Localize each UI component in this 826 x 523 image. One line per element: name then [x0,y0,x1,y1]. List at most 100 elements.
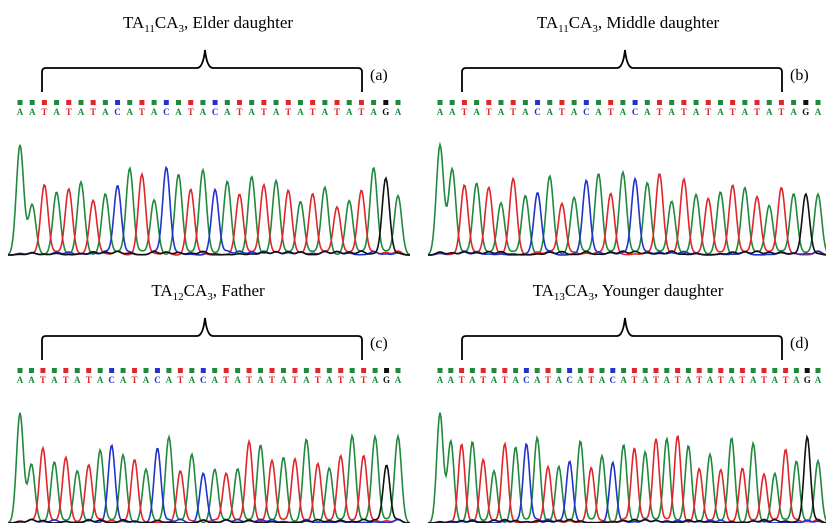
base-letter: A [143,375,150,385]
base-letter: A [512,375,519,385]
base-letter: T [653,375,659,385]
title-text: , Middle daughter [598,13,720,32]
base-marker [783,368,788,373]
title-text: , Younger daughter [594,281,724,300]
base-letter: T [139,107,145,117]
base-marker [772,368,777,373]
base-letter: T [754,107,760,117]
base-marker [188,100,193,105]
base-marker [794,368,799,373]
title-text: CA [569,13,593,32]
base-marker [697,368,702,373]
base-letter: A [200,107,207,117]
base-letter: C [566,375,573,385]
base-letter: A [448,375,455,385]
base-letter: T [461,107,467,117]
base-marker [350,368,355,373]
base-marker [502,368,507,373]
base-letter: A [815,107,822,117]
base-marker [578,368,583,373]
base-marker [816,100,821,105]
base-marker [139,100,144,105]
base-letter: T [486,107,492,117]
base-marker [384,368,389,373]
title-text: CA [155,13,179,32]
panel: TA11CA3, Middle daughter(b)AATATATACATAC… [428,13,826,255]
base-letter: T [588,375,594,385]
base-marker [298,100,303,105]
base-letter: A [17,107,24,117]
base-letter: A [395,107,402,117]
base-marker [486,100,491,105]
base-marker [572,100,577,105]
base-marker [224,368,229,373]
base-marker [52,368,57,373]
base-letter: A [322,107,329,117]
base-letter: T [246,375,252,385]
base-marker [98,368,103,373]
base-marker [127,100,132,105]
base-letter: C [632,107,639,117]
base-marker [383,100,388,105]
base-marker [654,368,659,373]
base-marker [589,368,594,373]
figure: TA11CA3, Elder daughter(a)AATATATACATACA… [0,0,826,523]
base-letter: A [546,107,553,117]
base-letter: C [212,107,219,117]
base-marker [225,100,230,105]
base-marker [481,368,486,373]
base-marker [274,100,279,105]
base-marker [189,368,194,373]
base-marker [371,100,376,105]
base-marker [109,368,114,373]
base-letter: A [372,375,379,385]
brace [462,50,782,92]
base-letter: A [437,375,444,385]
base-letter: A [693,107,700,117]
base-marker [556,368,561,373]
base-marker [664,368,669,373]
panel: TA12CA3, Father(c)AATATATACATACATACATATA… [8,281,410,523]
base-letter: A [685,375,692,385]
panel-label: (d) [790,335,809,352]
base-marker [396,100,401,105]
base-letter: C [610,375,617,385]
base-marker [164,100,169,105]
base-marker [535,368,540,373]
base-letter: A [51,375,58,385]
panel-title: TA11CA3, Middle daughter [537,13,720,35]
base-letter: T [310,107,316,117]
base-letter: A [224,107,231,117]
base-marker [686,368,691,373]
base-marker [608,100,613,105]
base-letter: C [200,375,207,385]
panel-label: (c) [370,335,388,352]
base-letter: T [761,375,767,385]
base-marker [78,100,83,105]
base-marker [347,100,352,105]
base-letter: T [559,107,565,117]
base-marker [620,100,625,105]
base-letter: C [583,107,590,117]
base-letter: T [656,107,662,117]
base-letter: T [41,107,47,117]
base-letter: A [750,375,757,385]
base-marker [281,368,286,373]
base-marker [286,100,291,105]
base-marker [524,368,529,373]
base-marker [816,368,821,373]
base-letter: A [728,375,735,385]
base-letter: T [502,375,508,385]
base-marker [396,368,401,373]
base-letter: A [742,107,749,117]
base-marker [176,100,181,105]
base-letter: A [522,107,529,117]
title-text: TA [151,281,173,300]
subscript: 13 [554,291,566,303]
base-marker [492,368,497,373]
subscript: 11 [144,23,155,35]
base-marker [237,100,242,105]
base-letter: T [459,375,465,385]
trace [428,145,826,255]
base-marker [730,100,735,105]
